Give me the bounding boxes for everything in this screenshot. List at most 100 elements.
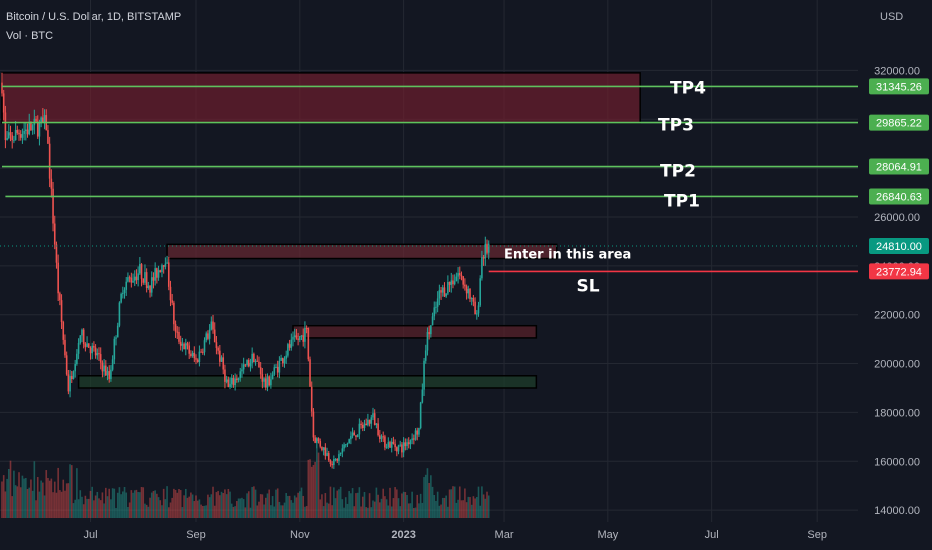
candle-body: [464, 284, 466, 287]
candle-body: [60, 300, 63, 322]
volume-bar: [145, 504, 148, 518]
volume-bar: [273, 506, 276, 518]
candle-body: [390, 441, 393, 448]
candle-body: [341, 448, 344, 453]
volume-bar: [152, 491, 155, 518]
volume-bar: [428, 482, 430, 518]
volume-bar: [77, 499, 80, 518]
price-tag-tp1-bg: [869, 188, 929, 205]
candle-body: [196, 359, 199, 362]
volume-bar: [259, 494, 262, 518]
candle-body: [460, 275, 463, 277]
volume-bar: [355, 493, 357, 518]
candle-body: [89, 347, 92, 354]
volume-bar: [128, 502, 131, 518]
candle-body: [200, 351, 202, 353]
candle-body: [77, 343, 80, 354]
volume-bar: [144, 503, 146, 518]
volume-bar: [441, 497, 444, 518]
volume-bar: [159, 500, 162, 518]
candle-body: [322, 447, 325, 451]
volume-bar: [418, 503, 420, 518]
candle-body: [360, 423, 362, 426]
volume-bar: [202, 505, 204, 518]
volume-bar: [167, 507, 170, 518]
price-tag-current: 24810.00: [876, 241, 922, 253]
candle-body: [113, 338, 116, 360]
volume-bar: [370, 507, 373, 518]
volume-bar: [190, 492, 192, 518]
volume-bar: [13, 470, 15, 518]
candle-body: [115, 337, 117, 339]
candle-body: [195, 358, 197, 360]
volume-bar: [460, 500, 463, 518]
candle-body: [224, 369, 226, 382]
candle-body: [98, 353, 100, 355]
candle-body: [30, 122, 32, 131]
volume-bar: [43, 495, 46, 518]
candle-body: [186, 343, 189, 346]
volume-bar: [416, 494, 419, 518]
candle-body: [178, 331, 180, 342]
candle-body: [455, 276, 458, 282]
volume-bar: [443, 497, 446, 518]
volume-bar: [125, 492, 128, 518]
candle-body: [74, 364, 76, 372]
volume-bar: [407, 503, 410, 518]
candle-body: [470, 298, 473, 300]
candle-body: [344, 444, 347, 446]
candle-body: [343, 444, 345, 449]
volume-bar: [247, 491, 250, 518]
volume-bar: [467, 496, 470, 518]
volume-bar: [50, 478, 53, 518]
volume-bar: [47, 478, 49, 518]
volume-bar: [186, 497, 189, 518]
candle-body: [43, 115, 46, 123]
volume-bar: [79, 490, 82, 518]
volume-bar: [309, 459, 311, 518]
candle-body: [385, 447, 388, 449]
candle-body: [55, 244, 58, 263]
candle-body: [271, 374, 274, 380]
candle-body: [414, 430, 417, 440]
volume-bar: [149, 497, 151, 518]
candle-body: [79, 335, 82, 344]
candle-body: [382, 436, 385, 438]
volume-bar: [161, 505, 163, 518]
candle-body: [208, 329, 211, 339]
volume-bar: [57, 467, 59, 518]
price-axis[interactable]: USD 14000.00 16000.00 18000.00 20000.00 22000…: [869, 11, 929, 517]
volume-bar: [380, 498, 383, 518]
volume-bar: [191, 494, 194, 518]
volume-bar: [26, 488, 29, 518]
candle-body: [302, 335, 305, 342]
volume-bar: [55, 492, 58, 518]
candle-body: [406, 442, 408, 447]
x-tick-label: Jul: [705, 529, 719, 541]
volume-bar: [394, 487, 396, 518]
volume-bar: [373, 501, 376, 518]
candle-body: [479, 278, 482, 306]
volume-label[interactable]: Vol · BTC: [6, 30, 54, 42]
candle-body: [149, 285, 151, 293]
volume-bar: [300, 487, 303, 518]
candle-body: [253, 353, 255, 363]
candle-body: [336, 458, 339, 461]
volume-bar: [99, 500, 102, 518]
candle-body: [331, 463, 333, 466]
volume-bar: [351, 488, 354, 518]
volume-bar: [76, 468, 78, 518]
volume-bar: [254, 489, 257, 518]
symbol-title[interactable]: Bitcoin / U.S. Dollar, 1D, BITSTAMP: [6, 11, 182, 23]
volume-bar: [268, 489, 270, 518]
volume-bar: [18, 472, 20, 518]
volume-bar: [326, 502, 328, 518]
candle-body: [190, 353, 192, 357]
volume-bar: [130, 490, 133, 518]
volume-bar: [353, 506, 356, 518]
time-axis[interactable]: Jul Sep Nov 2023 Mar May Jul Sep: [83, 529, 826, 541]
volume-bar: [431, 486, 434, 518]
candle-body: [130, 277, 133, 283]
volume-bar: [198, 499, 201, 518]
